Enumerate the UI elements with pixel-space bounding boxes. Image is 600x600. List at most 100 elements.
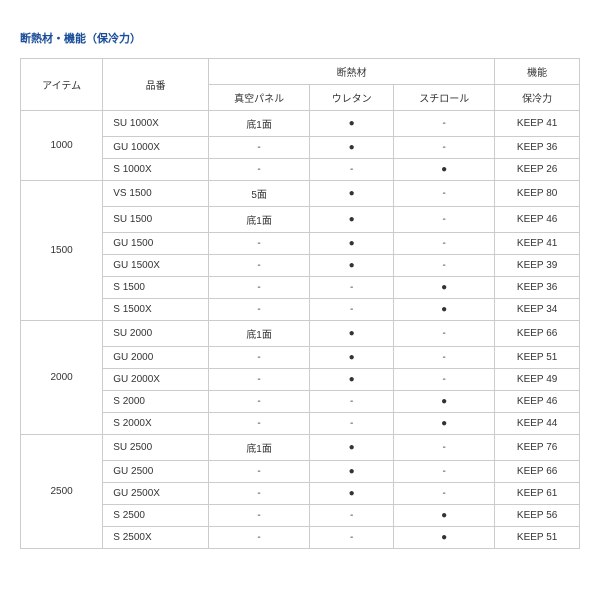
cooling-cell: KEEP 36 bbox=[495, 277, 580, 299]
styrene-cell: - bbox=[394, 347, 495, 369]
vacuum-cell: - bbox=[209, 277, 310, 299]
vacuum-cell: 5面 bbox=[209, 181, 310, 207]
styrene-cell: - bbox=[394, 255, 495, 277]
styrene-cell: - bbox=[394, 111, 495, 137]
model-cell: SU 2500 bbox=[103, 435, 209, 461]
cooling-cell: KEEP 26 bbox=[495, 159, 580, 181]
table-row: GU 1000X-●-KEEP 36 bbox=[21, 137, 580, 159]
cooling-cell: KEEP 66 bbox=[495, 461, 580, 483]
styrene-cell: ● bbox=[394, 299, 495, 321]
model-cell: GU 1000X bbox=[103, 137, 209, 159]
table-row: GU 1500-●-KEEP 41 bbox=[21, 233, 580, 255]
urethane-cell: - bbox=[310, 413, 394, 435]
header-vacuum: 真空パネル bbox=[209, 85, 310, 111]
model-cell: SU 1500 bbox=[103, 207, 209, 233]
model-cell: S 1500X bbox=[103, 299, 209, 321]
urethane-cell: - bbox=[310, 159, 394, 181]
vacuum-cell: 底1面 bbox=[209, 207, 310, 233]
urethane-cell: ● bbox=[310, 321, 394, 347]
model-cell: SU 1000X bbox=[103, 111, 209, 137]
cooling-cell: KEEP 36 bbox=[495, 137, 580, 159]
model-cell: GU 1500 bbox=[103, 233, 209, 255]
cooling-cell: KEEP 41 bbox=[495, 111, 580, 137]
vacuum-cell: - bbox=[209, 369, 310, 391]
table-row: GU 2000-●-KEEP 51 bbox=[21, 347, 580, 369]
cooling-cell: KEEP 66 bbox=[495, 321, 580, 347]
styrene-cell: ● bbox=[394, 505, 495, 527]
model-cell: VS 1500 bbox=[103, 181, 209, 207]
urethane-cell: ● bbox=[310, 207, 394, 233]
urethane-cell: ● bbox=[310, 483, 394, 505]
styrene-cell: - bbox=[394, 207, 495, 233]
urethane-cell: ● bbox=[310, 461, 394, 483]
cooling-cell: KEEP 46 bbox=[495, 207, 580, 233]
section-title: 断熱材・機能（保冷力） bbox=[20, 30, 580, 46]
urethane-cell: ● bbox=[310, 233, 394, 255]
vacuum-cell: - bbox=[209, 299, 310, 321]
cooling-cell: KEEP 49 bbox=[495, 369, 580, 391]
cooling-cell: KEEP 34 bbox=[495, 299, 580, 321]
table-row: 2500SU 2500底1面●-KEEP 76 bbox=[21, 435, 580, 461]
vacuum-cell: - bbox=[209, 527, 310, 549]
model-cell: S 1000X bbox=[103, 159, 209, 181]
vacuum-cell: - bbox=[209, 483, 310, 505]
table-row: 1500VS 15005面●-KEEP 80 bbox=[21, 181, 580, 207]
model-cell: S 2000 bbox=[103, 391, 209, 413]
header-styrene: スチロール bbox=[394, 85, 495, 111]
model-cell: SU 2000 bbox=[103, 321, 209, 347]
vacuum-cell: - bbox=[209, 347, 310, 369]
cooling-cell: KEEP 56 bbox=[495, 505, 580, 527]
vacuum-cell: - bbox=[209, 505, 310, 527]
item-cell: 2000 bbox=[21, 321, 103, 435]
model-cell: S 1500 bbox=[103, 277, 209, 299]
urethane-cell: ● bbox=[310, 435, 394, 461]
styrene-cell: ● bbox=[394, 527, 495, 549]
styrene-cell: - bbox=[394, 369, 495, 391]
vacuum-cell: - bbox=[209, 255, 310, 277]
vacuum-cell: - bbox=[209, 413, 310, 435]
styrene-cell: ● bbox=[394, 391, 495, 413]
cooling-cell: KEEP 61 bbox=[495, 483, 580, 505]
styrene-cell: - bbox=[394, 483, 495, 505]
cooling-cell: KEEP 46 bbox=[495, 391, 580, 413]
vacuum-cell: 底1面 bbox=[209, 435, 310, 461]
styrene-cell: ● bbox=[394, 159, 495, 181]
urethane-cell: ● bbox=[310, 111, 394, 137]
table-row: S 2500X--●KEEP 51 bbox=[21, 527, 580, 549]
header-item: アイテム bbox=[21, 59, 103, 111]
model-cell: GU 1500X bbox=[103, 255, 209, 277]
cooling-cell: KEEP 44 bbox=[495, 413, 580, 435]
cooling-cell: KEEP 39 bbox=[495, 255, 580, 277]
table-row: GU 2500-●-KEEP 66 bbox=[21, 461, 580, 483]
urethane-cell: ● bbox=[310, 369, 394, 391]
urethane-cell: ● bbox=[310, 255, 394, 277]
styrene-cell: - bbox=[394, 137, 495, 159]
model-cell: S 2500 bbox=[103, 505, 209, 527]
urethane-cell: ● bbox=[310, 181, 394, 207]
styrene-cell: ● bbox=[394, 413, 495, 435]
styrene-cell: - bbox=[394, 435, 495, 461]
model-cell: S 2000X bbox=[103, 413, 209, 435]
insulation-table: アイテム 品番 断熱材 機能 真空パネル ウレタン スチロール 保冷力 1000… bbox=[20, 58, 580, 549]
cooling-cell: KEEP 51 bbox=[495, 527, 580, 549]
header-model: 品番 bbox=[103, 59, 209, 111]
table-row: S 1500--●KEEP 36 bbox=[21, 277, 580, 299]
model-cell: S 2500X bbox=[103, 527, 209, 549]
vacuum-cell: - bbox=[209, 461, 310, 483]
vacuum-cell: - bbox=[209, 159, 310, 181]
item-cell: 2500 bbox=[21, 435, 103, 549]
urethane-cell: - bbox=[310, 299, 394, 321]
table-row: S 1500X--●KEEP 34 bbox=[21, 299, 580, 321]
model-cell: GU 2000 bbox=[103, 347, 209, 369]
styrene-cell: - bbox=[394, 233, 495, 255]
table-row: GU 2000X-●-KEEP 49 bbox=[21, 369, 580, 391]
table-row: 2000SU 2000底1面●-KEEP 66 bbox=[21, 321, 580, 347]
styrene-cell: ● bbox=[394, 277, 495, 299]
header-insulation-group: 断熱材 bbox=[209, 59, 495, 85]
styrene-cell: - bbox=[394, 181, 495, 207]
vacuum-cell: - bbox=[209, 137, 310, 159]
cooling-cell: KEEP 76 bbox=[495, 435, 580, 461]
styrene-cell: - bbox=[394, 461, 495, 483]
table-row: GU 1500X-●-KEEP 39 bbox=[21, 255, 580, 277]
table-row: 1000SU 1000X底1面●-KEEP 41 bbox=[21, 111, 580, 137]
